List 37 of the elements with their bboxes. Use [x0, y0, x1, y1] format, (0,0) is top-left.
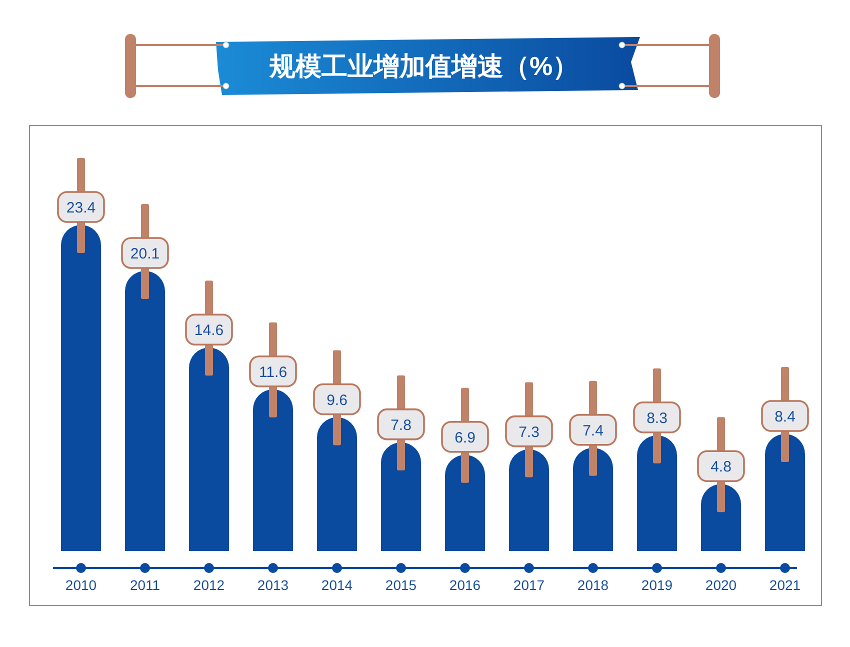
x-tick-label: 2014 [321, 577, 353, 593]
bar [125, 271, 165, 551]
data-label: 7.4 [582, 422, 604, 440]
x-tick-label: 2013 [257, 577, 289, 593]
bar [317, 417, 357, 551]
bar [573, 448, 613, 551]
x-tick-label: 2011 [130, 577, 160, 593]
data-label: 4.8 [710, 458, 732, 476]
bar [637, 435, 677, 551]
data-label: 7.3 [518, 424, 540, 441]
x-tick-label: 2017 [513, 577, 545, 593]
x-tick-label: 2019 [641, 577, 673, 593]
data-label: 23.4 [66, 200, 96, 216]
bar [445, 454, 485, 551]
data-label: 8.3 [646, 410, 668, 427]
x-tick-label: 2015 [385, 577, 417, 593]
x-tick-label: 2021 [769, 577, 801, 593]
x-tick-label: 2016 [449, 577, 481, 593]
bar [61, 225, 101, 551]
bar [189, 348, 229, 551]
data-label: 20.1 [130, 245, 160, 262]
bar [701, 484, 741, 551]
data-label: 9.6 [326, 392, 348, 409]
data-label: 11.6 [258, 364, 288, 381]
data-label: 14.6 [194, 322, 224, 340]
x-tick-label: 2012 [193, 577, 225, 593]
data-label: 7.8 [390, 416, 412, 434]
chart-title: 规模工业增加值增速（%） [268, 51, 579, 81]
data-label: 8.4 [774, 408, 796, 426]
x-tick-label: 2010 [65, 577, 97, 593]
bar [765, 434, 805, 551]
bar [381, 442, 421, 551]
x-tick-label: 2020 [705, 577, 737, 593]
x-tick-label: 2018 [577, 577, 609, 593]
bar [253, 389, 293, 551]
data-label: 6.9 [454, 429, 476, 446]
bar [509, 449, 549, 551]
